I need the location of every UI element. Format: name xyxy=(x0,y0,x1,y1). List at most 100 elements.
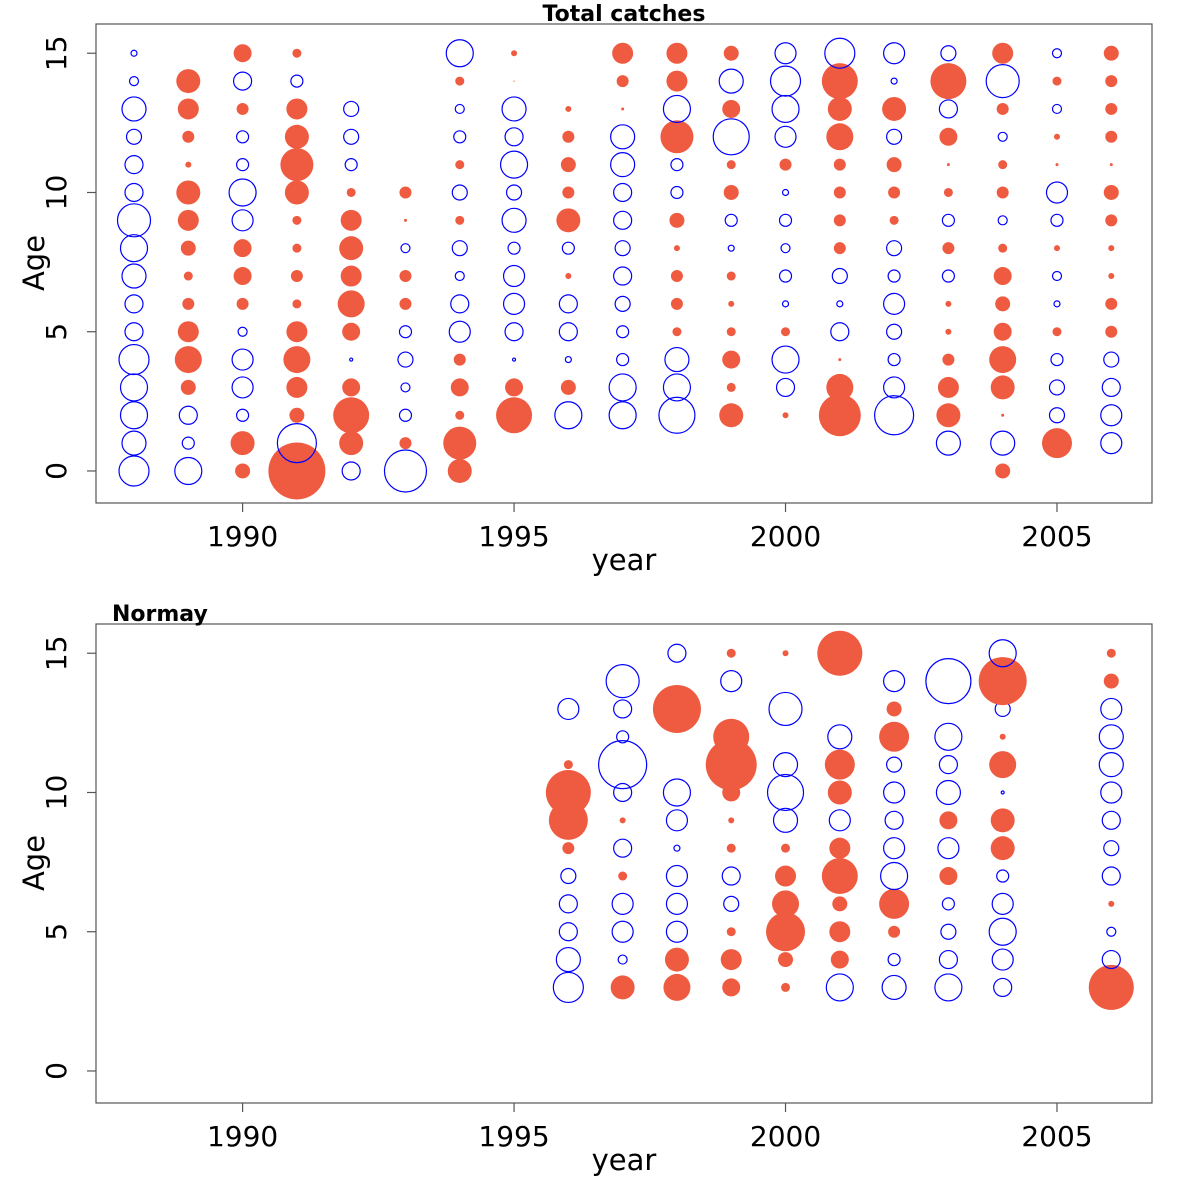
bubble-positive xyxy=(998,243,1008,253)
bubble-positive xyxy=(455,215,465,225)
bubble-negative xyxy=(991,892,1014,915)
bubble-negative xyxy=(124,322,144,342)
bubble-negative xyxy=(235,408,250,422)
bubble-negative xyxy=(990,430,1016,456)
bubble-negative xyxy=(502,292,526,315)
bubble-negative xyxy=(883,376,906,399)
bubble-negative xyxy=(886,756,903,773)
chart-title: Normay xyxy=(112,602,208,627)
bubble-negative xyxy=(235,130,250,144)
bubble-negative xyxy=(670,158,684,172)
bubble-negative xyxy=(886,128,903,145)
bubble-positive xyxy=(782,412,789,419)
bubble-negative xyxy=(886,323,903,340)
bubble-negative xyxy=(830,322,850,342)
y-axis-label: Age xyxy=(17,835,51,891)
bubble-positive xyxy=(235,463,251,479)
bubble-positive xyxy=(180,240,196,256)
bubble-negative xyxy=(1100,781,1123,804)
bubble-positive xyxy=(340,265,362,287)
bubble-negative xyxy=(771,345,800,374)
bubble-positive xyxy=(342,378,361,397)
bubble-positive xyxy=(447,458,472,483)
bubble-negative xyxy=(665,809,689,832)
bubble-positive xyxy=(989,346,1017,374)
bubble-positive xyxy=(339,236,364,261)
bubble-positive xyxy=(399,437,412,450)
bubble-positive xyxy=(283,346,311,374)
bubble-positive xyxy=(821,858,858,895)
bubble-negative xyxy=(940,45,957,62)
y-tick-label: 0 xyxy=(40,1062,73,1080)
bubble-positive xyxy=(772,890,800,918)
bubble-positive xyxy=(888,925,901,938)
bubble-marks xyxy=(116,37,1123,500)
bubble-positive xyxy=(1053,133,1060,140)
bubble-negative xyxy=(507,241,521,255)
bubble-positive xyxy=(728,300,735,307)
x-tick-label: 2005 xyxy=(1021,1120,1092,1153)
bubble-negative xyxy=(766,773,805,812)
bubble-negative xyxy=(985,63,1020,99)
x-tick-label: 1995 xyxy=(478,520,549,553)
bubble-positive xyxy=(616,75,629,88)
bubble-positive xyxy=(817,630,863,676)
bubble-positive xyxy=(781,327,791,337)
bubble-negative xyxy=(662,373,692,402)
panel-normay: Normay year Age 1990 1995 2000 2005 0 5 10 15 xyxy=(17,602,1153,1177)
bubble-negative xyxy=(1098,752,1124,778)
bubble-positive xyxy=(942,242,955,255)
bubble-negative xyxy=(231,348,254,371)
bubble-negative xyxy=(658,396,696,434)
bubble-positive xyxy=(185,161,192,168)
bubble-positive xyxy=(1055,163,1059,167)
bubble-positive xyxy=(455,160,465,170)
bubble-positive xyxy=(455,76,465,86)
bubble-negative xyxy=(1100,404,1123,427)
bubble-positive xyxy=(1103,184,1119,200)
bubble-positive xyxy=(720,949,742,971)
bubble-negative xyxy=(501,207,527,233)
bubble-negative xyxy=(925,657,972,705)
bubble-negative xyxy=(616,730,630,744)
y-tick-label: 0 xyxy=(40,462,73,480)
bubble-positive xyxy=(722,350,741,369)
axis-ticks: 1990 1995 2000 2005 0 5 10 15 xyxy=(40,635,1093,1153)
bubble-negative xyxy=(504,127,524,147)
bubble-negative xyxy=(667,643,687,663)
bubble-negative xyxy=(611,920,634,943)
bubble-negative xyxy=(290,74,304,88)
bubble-positive xyxy=(818,394,861,437)
bubble-positive xyxy=(995,296,1011,312)
bubble-positive xyxy=(563,760,573,770)
x-tick-label: 1995 xyxy=(478,1120,549,1153)
bubble-negative xyxy=(555,946,581,973)
bubble-positive xyxy=(723,45,739,61)
bubble-positive xyxy=(826,123,854,151)
bubble-positive xyxy=(177,98,199,120)
bubble-positive xyxy=(937,376,959,398)
bubble-negative xyxy=(664,346,690,373)
bubble-negative xyxy=(1051,48,1063,59)
bubble-negative xyxy=(502,264,526,288)
bubble-negative xyxy=(341,461,361,481)
bubble-positive xyxy=(337,290,365,318)
bubble-negative xyxy=(940,923,957,940)
bubble-negative xyxy=(941,897,956,911)
bubble-negative xyxy=(448,320,471,343)
bubble-positive xyxy=(666,70,688,92)
bubble-positive xyxy=(713,718,750,755)
bubble-negative xyxy=(231,376,254,399)
bubble-positive xyxy=(1105,75,1118,88)
bubble-positive xyxy=(174,346,202,374)
bubble-positive xyxy=(619,817,626,824)
bubble-negative xyxy=(613,210,633,230)
bubble-negative xyxy=(941,213,956,227)
bubble-negative xyxy=(724,213,738,227)
bubble-positive xyxy=(781,843,791,853)
bubble-positive xyxy=(832,896,848,912)
bubble-positive xyxy=(660,120,694,154)
bubble-positive xyxy=(292,48,302,58)
bubble-negative xyxy=(397,351,414,368)
bubble-negative xyxy=(768,691,803,727)
